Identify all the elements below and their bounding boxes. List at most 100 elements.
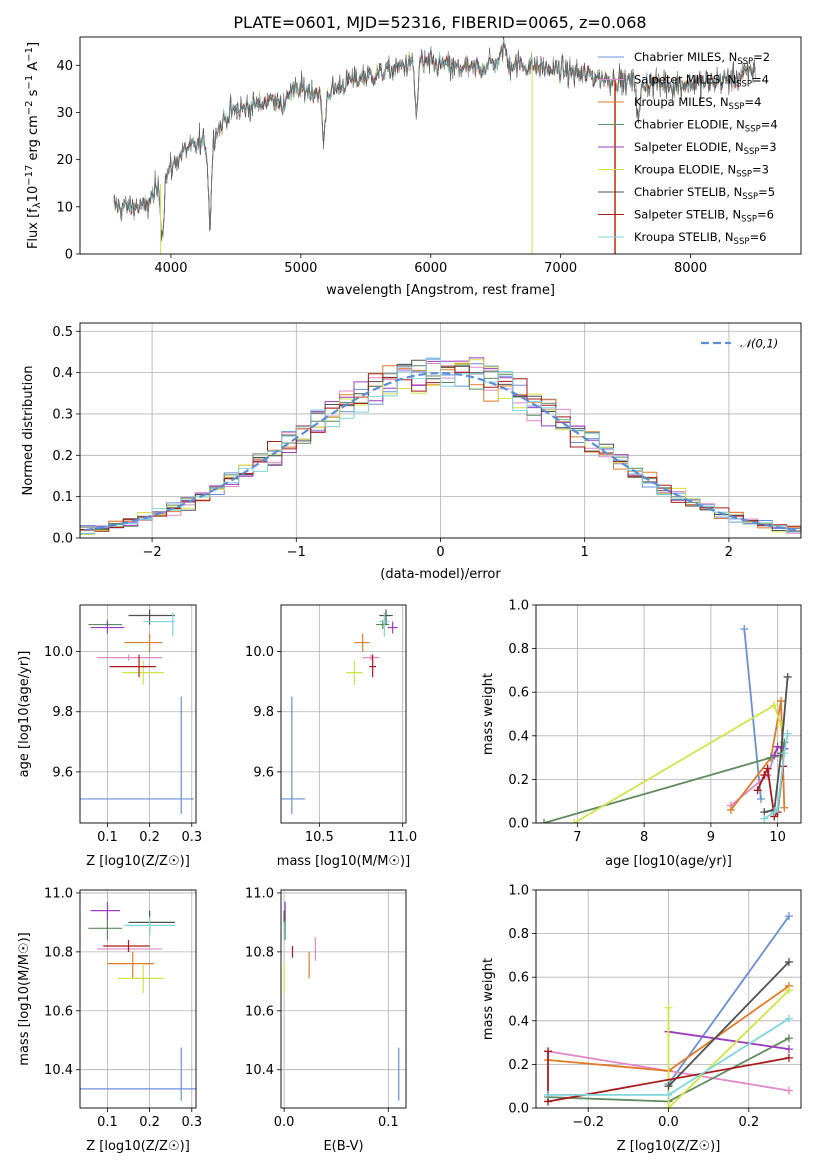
y-tick-label: 10.6 — [245, 1004, 274, 1019]
axes-frame — [79, 36, 802, 255]
weight-marker — [726, 805, 735, 814]
weight-marker — [784, 1053, 793, 1062]
x-axis-label: Z [log10(Z/Z☉)] — [86, 1139, 190, 1154]
y-tick-label: 9.8 — [52, 705, 73, 720]
weight-line — [668, 1030, 790, 1050]
legend-label: Kroupa ELODIE, NSSP=3 — [634, 163, 769, 180]
weight-line — [543, 742, 786, 823]
legend-label: Salpeter STELIB, NSSP=6 — [634, 208, 774, 225]
x-tick-label: 4000 — [154, 261, 187, 276]
weight-marker — [784, 1014, 793, 1023]
y-tick-label: 0.8 — [508, 642, 529, 657]
panel-spectrum: 4000 5000 6000 7000 8000 0 10 20 30 40 wavelength … — [24, 36, 802, 298]
weight-marker — [770, 701, 779, 710]
y-tick-label: 10.4 — [44, 1063, 73, 1078]
weight-line — [743, 628, 762, 800]
weight-line — [667, 961, 790, 1087]
legend-label: Chabrier STELIB, NSSP=5 — [634, 185, 775, 202]
y-tick-label: 0.5 — [52, 325, 73, 340]
weight-marker — [664, 1090, 673, 1099]
y-axis-label: mass [log10(M/M☉)] — [17, 932, 32, 1065]
figure-title: PLATE=0601, MJD=52316, FIBERID=0065, z=0… — [233, 13, 646, 32]
weight-marker — [784, 1086, 793, 1095]
y-tick-label: 0.2 — [52, 449, 73, 464]
weight-marker — [770, 751, 779, 760]
y-tick-label: 30 — [56, 106, 73, 121]
weight-marker — [544, 1090, 553, 1099]
plot-area — [281, 609, 398, 814]
axes-frame — [280, 889, 407, 1109]
weight-marker — [753, 786, 762, 795]
legend: Chabrier MILES, NSSP=2 Salpeter MILES, NS… — [598, 50, 778, 247]
x-tick-label: 8 — [640, 830, 648, 845]
panel-residuals: −2 −1 0 1 2 0.0 0.1 0.2 0.3 0.4 0.5 (data-model)/er… — [21, 322, 802, 582]
y-axis-label: age [log10(age/yr)] — [17, 651, 32, 778]
y-tick-label: 0.1 — [52, 490, 73, 505]
x-axis-label: Z [log10(Z/Z☉)] — [617, 1139, 721, 1154]
panel-weight-vs-age: 7 8 9 10 0.0 0.2 0.4 0.6 0.8 1.0 age [log10(age/yr… — [481, 599, 802, 869]
panel-age-vs-mass: 10.5 11.0 9.6 9.8 10.0 mass [log10(M/M☉)] — [245, 604, 417, 869]
x-tick-label: 0.3 — [181, 830, 202, 845]
y-tick-label: 10.0 — [44, 645, 73, 660]
legend-label: Kroupa MILES, NSSP=4 — [634, 95, 761, 112]
plot-area — [80, 609, 194, 814]
y-tick-label: 0.6 — [508, 971, 529, 986]
x-tick-label: 7 — [573, 830, 581, 845]
x-tick-label: 0.0 — [658, 1115, 679, 1130]
axes-frame — [535, 889, 802, 1109]
y-tick-label: 0.4 — [508, 729, 529, 744]
y-axis-label: Normed distribution — [21, 366, 36, 496]
axes-frame — [79, 604, 197, 824]
weight-marker — [784, 912, 793, 921]
legend-label: 𝒩(0,1) — [740, 337, 778, 351]
plot-area — [540, 624, 792, 823]
x-tick-label: 0 — [436, 545, 444, 560]
y-tick-label: 20 — [56, 153, 73, 168]
x-tick-label: 2 — [725, 545, 733, 560]
x-tick-label: 10.5 — [305, 830, 334, 845]
x-tick-label: 10 — [769, 830, 786, 845]
plot-area — [80, 357, 801, 537]
x-tick-label: 0.1 — [97, 1115, 118, 1130]
y-tick-label: 0.2 — [508, 1058, 529, 1073]
weight-marker — [544, 1047, 553, 1056]
x-axis-label: E(B-V) — [323, 1139, 363, 1154]
legend-label: Salpeter ELODIE, NSSP=3 — [634, 140, 777, 157]
weight-marker — [570, 819, 579, 823]
panel-mass-vs-EBV: 0.0 0.1 10.4 10.6 10.8 11.0 E(B-V) — [245, 886, 407, 1154]
y-tick-label: 11.0 — [44, 886, 73, 901]
legend-label: Salpeter MILES, NSSP=4 — [634, 73, 769, 90]
x-tick-label: 0.1 — [97, 830, 118, 845]
weight-marker — [770, 808, 779, 817]
x-axis-label: (data-model)/error — [380, 567, 501, 582]
y-tick-label: 1.0 — [508, 884, 529, 899]
x-tick-label: 9 — [707, 830, 715, 845]
x-tick-label: 11.0 — [388, 830, 417, 845]
x-tick-label: 0.2 — [139, 830, 160, 845]
weight-marker — [664, 1003, 673, 1012]
plot-area — [80, 901, 196, 1101]
x-tick-label: 1 — [581, 545, 589, 560]
weight-marker — [784, 1034, 793, 1043]
x-tick-label: 6000 — [414, 261, 447, 276]
panel-weight-vs-Z: −0.2 0.0 0.2 0.0 0.2 0.4 0.6 0.8 1.0 Z [log10(Z/Z… — [481, 884, 802, 1154]
weight-marker — [760, 771, 769, 780]
weight-marker — [784, 957, 793, 966]
weight-marker — [783, 729, 792, 738]
y-tick-label: 0.0 — [508, 1102, 529, 1117]
y-tick-label: 40 — [56, 59, 73, 74]
y-tick-label: 10.0 — [245, 645, 274, 660]
weight-line — [730, 700, 786, 811]
weight-marker — [540, 819, 549, 823]
weight-marker — [760, 814, 769, 823]
y-tick-label: 10.6 — [44, 1004, 73, 1019]
y-tick-label: 0.2 — [508, 773, 529, 788]
weight-marker — [763, 764, 772, 773]
x-tick-label: −2 — [143, 545, 162, 560]
y-axis-label: mass weight — [481, 958, 496, 1040]
y-tick-label: 0.4 — [508, 1014, 529, 1029]
weight-marker — [784, 1045, 793, 1054]
y-tick-label: 10 — [56, 200, 73, 215]
y-axis-label: Flux [fλ10−17 erg cm−2 s−1 A−1] — [24, 42, 43, 249]
